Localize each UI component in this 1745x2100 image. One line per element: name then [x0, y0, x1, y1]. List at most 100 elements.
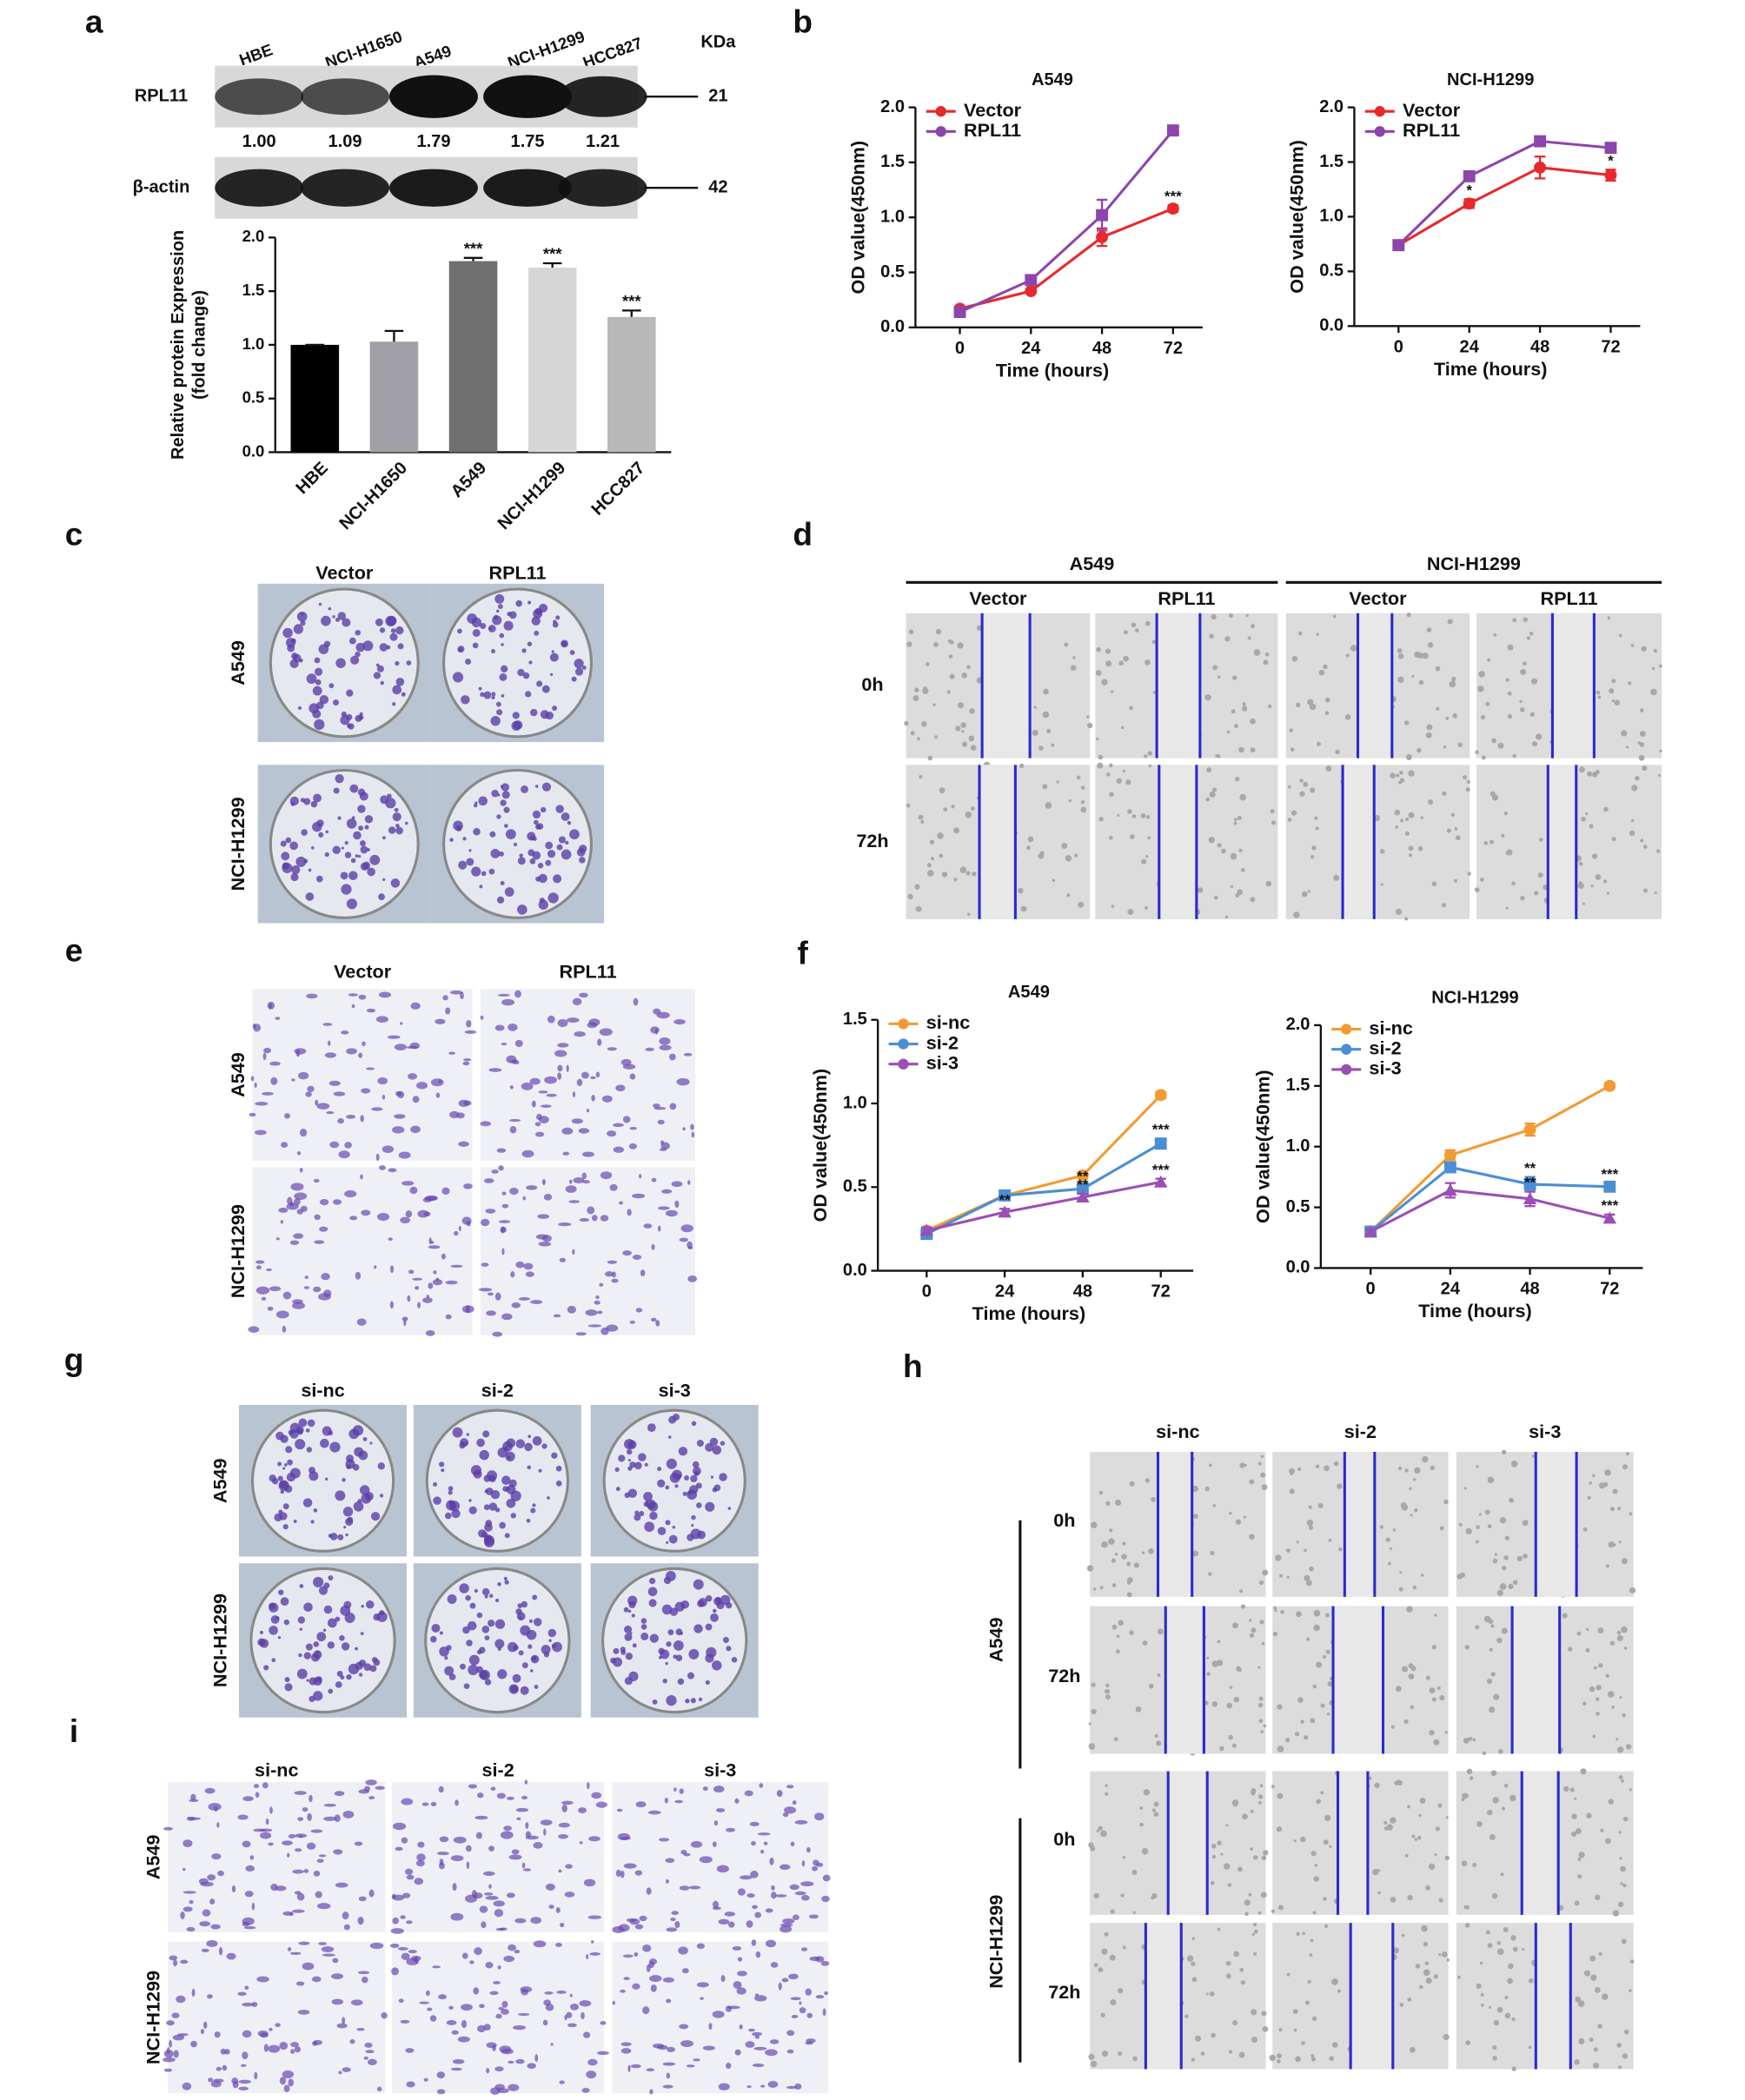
migrated-cell — [623, 1977, 630, 1981]
colony — [506, 1498, 516, 1508]
y-tick-label: 0.0 — [843, 1261, 867, 1280]
cell-speck — [1233, 1951, 1240, 1958]
cell-speck — [1018, 887, 1024, 894]
cell-speck — [1297, 631, 1303, 636]
migrated-cell — [265, 1818, 269, 1825]
cell-speck — [1609, 688, 1615, 694]
cell-speck — [1088, 1722, 1091, 1726]
cell-speck — [1617, 1901, 1624, 1908]
migrated-cell — [720, 1975, 726, 1983]
cell-speck — [1619, 1857, 1622, 1860]
colony — [688, 1648, 700, 1659]
panel-letter: h — [903, 1348, 923, 1384]
x-tick-label: 72 — [1600, 1279, 1619, 1298]
bar — [448, 261, 498, 453]
migrated-cell — [417, 1302, 421, 1308]
migrated-cell — [510, 1059, 519, 1063]
cell-speck — [1400, 818, 1404, 823]
migrated-cell — [334, 1791, 345, 1797]
migrated-cell — [242, 1917, 255, 1925]
migrated-cell — [169, 2039, 172, 2048]
migrated-cell — [683, 1052, 693, 1057]
migrated-cell — [326, 1111, 335, 1115]
x-tick-label: HBE — [292, 459, 332, 499]
migrated-cell — [627, 1209, 632, 1216]
migrated-cell — [405, 1868, 414, 1875]
colony — [348, 871, 358, 880]
migrated-cell — [338, 1150, 350, 1159]
colony — [405, 821, 408, 825]
colony — [666, 1458, 677, 1469]
colony — [674, 1601, 685, 1612]
cell-speck — [1225, 1960, 1231, 1966]
cell-speck — [1096, 737, 1099, 741]
migrated-cell — [292, 1299, 303, 1304]
cell-speck — [1240, 1604, 1246, 1609]
cell-speck — [1575, 1996, 1582, 2003]
migrated-cell — [401, 1952, 410, 1960]
bar — [290, 344, 340, 453]
cell-speck — [1135, 1706, 1142, 1712]
cell-speck — [1531, 741, 1538, 747]
migrated-cell — [316, 1858, 324, 1864]
migrated-cell — [744, 1790, 753, 1797]
migrated-cell — [331, 1998, 344, 2005]
migrated-cell — [267, 1001, 275, 1010]
column-label: si-2 — [481, 1379, 514, 1401]
series-line — [959, 129, 1175, 314]
cell-speck — [1289, 1488, 1295, 1494]
cell-speck — [1591, 853, 1598, 859]
significance: ** — [1077, 1169, 1089, 1185]
cell-speck — [1618, 633, 1622, 638]
cell-speck — [1086, 722, 1093, 729]
migrated-cell — [479, 2004, 485, 2009]
colony — [348, 1428, 360, 1440]
cell-speck — [1105, 660, 1112, 667]
colony — [629, 1461, 636, 1468]
migrated-cell — [589, 1951, 601, 1956]
migrated-cell — [586, 1954, 589, 1959]
migrated-cell — [734, 2049, 741, 2056]
colony — [624, 1633, 633, 1641]
cell-speck — [1454, 878, 1458, 883]
colony — [579, 857, 586, 864]
migrated-cell — [322, 1023, 333, 1026]
migrated-cell — [408, 1269, 415, 1275]
migrated-cell — [521, 1862, 526, 1869]
colony — [275, 1616, 280, 1620]
cell-speck — [1258, 1580, 1264, 1586]
cell-speck — [1105, 1688, 1110, 1694]
migrated-cell — [214, 2031, 221, 2038]
migrated-cell — [318, 1293, 331, 1301]
colony — [565, 840, 569, 845]
migrated-cell — [568, 1179, 573, 1184]
migrated-cell — [445, 1280, 458, 1285]
cell-speck — [1567, 1646, 1573, 1652]
colony — [296, 611, 308, 622]
cell-speck — [1622, 1884, 1627, 1888]
cell-speck — [1520, 895, 1525, 901]
migrated-cell — [530, 1917, 542, 1924]
colony — [555, 805, 564, 813]
cell-speck — [1577, 882, 1584, 890]
migrated-cell — [727, 1921, 735, 1928]
x-axis-label: Time (hours) — [972, 1302, 1085, 1324]
data-point — [1523, 1192, 1537, 1204]
cell-speck — [1332, 1977, 1338, 1984]
cell-speck — [1605, 1838, 1611, 1845]
migrated-cell — [545, 1883, 555, 1891]
data-point — [1076, 1190, 1090, 1203]
cell-speck — [1443, 745, 1447, 749]
cell-speck — [1295, 702, 1301, 708]
migrated-cell — [401, 1892, 411, 1898]
colony — [540, 806, 547, 813]
colony — [677, 1678, 685, 1686]
x-axis-label: Time (hours) — [1418, 1300, 1531, 1322]
migrated-cell — [815, 1862, 824, 1867]
colony — [524, 1442, 533, 1452]
cell-speck — [1427, 799, 1434, 805]
migrated-cell — [630, 2064, 641, 2069]
cell-speck — [1148, 764, 1151, 768]
colony — [533, 1618, 542, 1626]
